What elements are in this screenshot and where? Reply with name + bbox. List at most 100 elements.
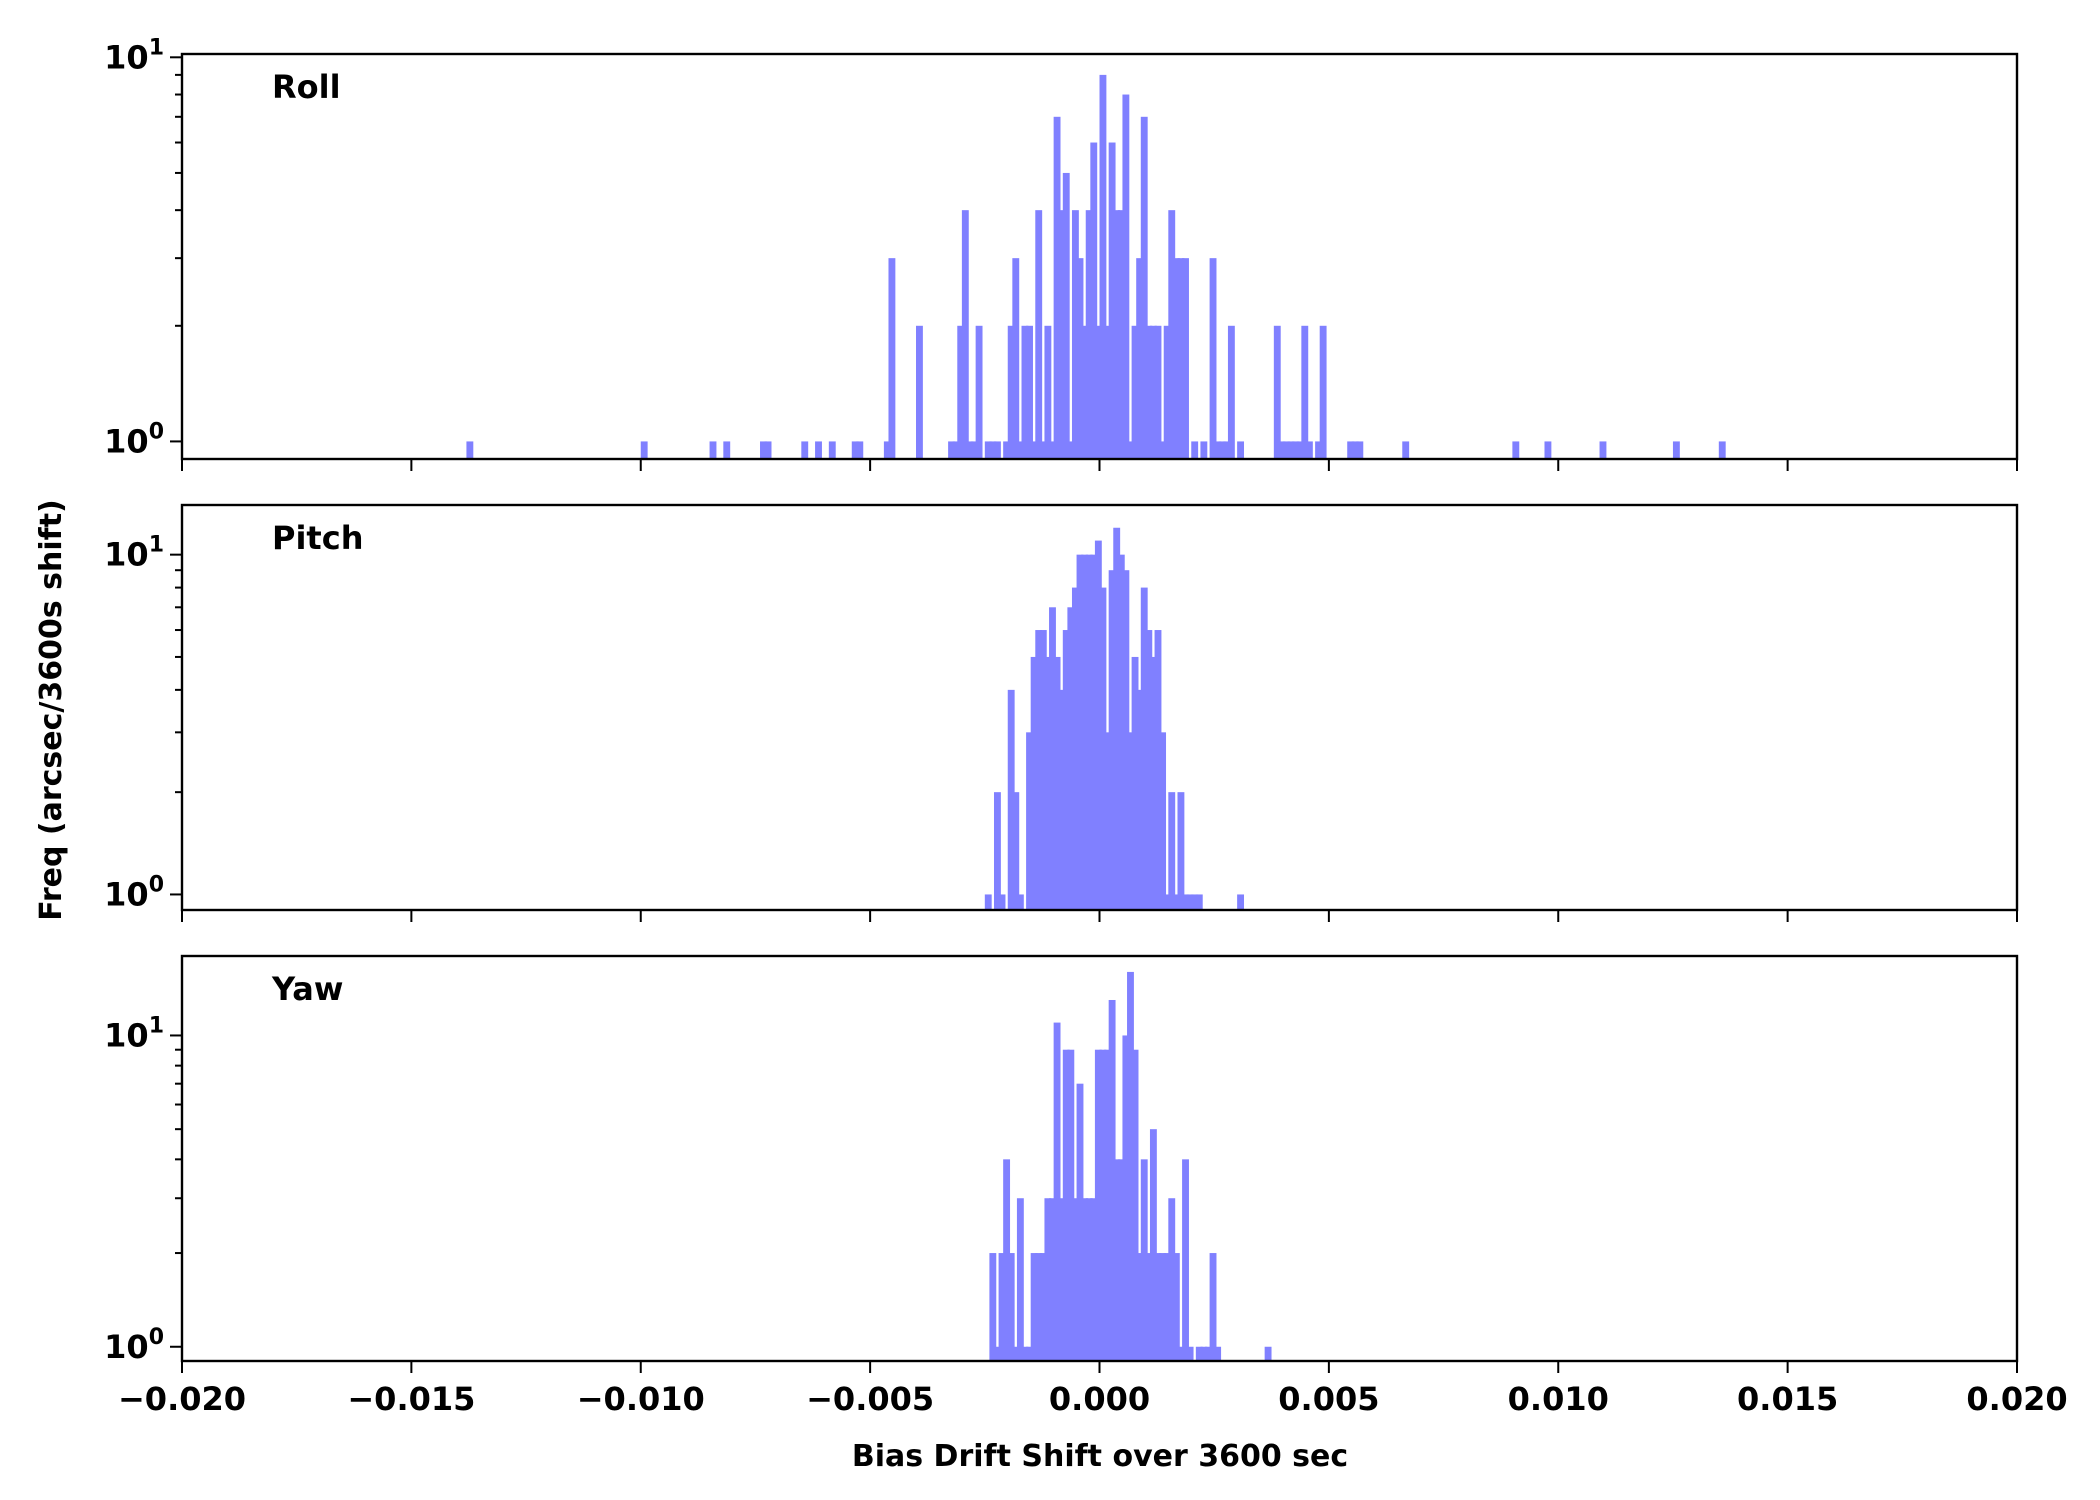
bar-pitch-3	[1007, 689, 1015, 910]
bar-pitch-42	[1191, 894, 1199, 910]
bar-pitch-36	[1163, 894, 1171, 910]
bar-roll-11	[883, 441, 891, 459]
x-tick-label-5: 0.005	[1278, 1380, 1379, 1418]
y-axis-label: Freq (arcsec/3600s shift)	[34, 499, 69, 921]
bar-roll-67	[1214, 441, 1222, 459]
bar-yaw-17	[1067, 1049, 1075, 1361]
bar-roll-50	[1122, 94, 1130, 459]
bar-roll-45	[1099, 74, 1107, 459]
bar-roll-72	[1273, 325, 1281, 459]
bar-roll-38	[1067, 441, 1075, 459]
bar-yaw-44	[1195, 1346, 1203, 1361]
bar-roll-0	[466, 441, 474, 459]
bar-roll-34	[1049, 441, 1056, 459]
bar-pitch-9	[1039, 630, 1047, 910]
bar-roll-48	[1113, 210, 1121, 459]
bar-yaw-25	[1104, 1049, 1111, 1361]
bar-roll-70	[1227, 325, 1235, 459]
bar-pitch-0	[984, 894, 992, 910]
bar-roll-28	[1021, 325, 1029, 459]
bar-pitch-5	[1016, 894, 1024, 910]
bar-yaw-9	[1030, 1253, 1038, 1361]
bar-roll-62	[1177, 258, 1185, 459]
bar-yaw-36	[1154, 1253, 1162, 1361]
bar-roll-41	[1081, 325, 1089, 459]
bar-pitch-29	[1131, 656, 1139, 910]
bar-yaw-34	[1145, 1253, 1153, 1361]
bar-yaw-28	[1117, 1159, 1125, 1361]
bar-roll-43	[1090, 142, 1098, 459]
bar-roll-86	[1512, 441, 1520, 459]
y-tick-label-roll-0: 100	[104, 419, 164, 460]
bar-roll-19	[971, 441, 978, 459]
bar-roll-79	[1305, 441, 1313, 459]
bar-pitch-22	[1099, 587, 1107, 910]
bar-pitch-27	[1122, 570, 1130, 910]
bar-yaw-1	[993, 1346, 1001, 1361]
bar-roll-14	[948, 441, 955, 459]
bar-pitch-28	[1127, 732, 1134, 910]
bar-roll-84	[1356, 441, 1364, 459]
bar-roll-55	[1145, 325, 1153, 459]
bar-roll-6	[801, 441, 809, 459]
bar-pitch-34	[1154, 630, 1162, 910]
bar-yaw-22	[1090, 1198, 1098, 1361]
bar-yaw-42	[1182, 1159, 1189, 1361]
bar-yaw-43	[1186, 1346, 1194, 1361]
bar-pitch-4	[1012, 792, 1020, 910]
bar-yaw-21	[1085, 1198, 1093, 1361]
bar-roll-27	[1016, 441, 1024, 459]
bar-roll-15	[952, 441, 960, 459]
bar-yaw-18	[1071, 1198, 1079, 1361]
bar-roll-52	[1131, 325, 1139, 459]
bar-pitch-17	[1076, 554, 1084, 910]
bar-yaw-45	[1200, 1346, 1208, 1361]
bar-pitch-43	[1195, 894, 1203, 910]
bar-roll-30	[1030, 441, 1038, 459]
bar-roll-83	[1351, 441, 1359, 459]
bar-roll-73	[1278, 441, 1286, 459]
bar-roll-23	[993, 441, 1001, 459]
bar-pitch-25	[1113, 527, 1121, 910]
x-axis-label: Bias Drift Shift over 3600 sec	[852, 1439, 1348, 1474]
bar-pitch-33	[1149, 656, 1157, 910]
bar-roll-36	[1058, 210, 1066, 459]
bar-pitch-19	[1085, 554, 1093, 910]
panel-label-yaw: Yaw	[271, 970, 343, 1008]
bar-yaw-2	[998, 1253, 1006, 1361]
x-tick-label-4: 0.000	[1049, 1380, 1150, 1418]
bar-yaw-12	[1044, 1198, 1052, 1361]
bar-pitch-26	[1117, 554, 1125, 910]
bar-roll-61	[1172, 258, 1180, 459]
bar-pitch-11	[1049, 607, 1056, 910]
bar-pitch-44	[1237, 894, 1245, 910]
bar-roll-4	[760, 441, 767, 459]
bar-pitch-14	[1062, 630, 1070, 910]
bar-yaw-33	[1140, 1159, 1148, 1361]
bar-roll-39	[1071, 210, 1079, 459]
bar-roll-57	[1154, 325, 1162, 459]
bar-roll-88	[1599, 441, 1607, 459]
bar-yaw-10	[1035, 1253, 1043, 1361]
bar-yaw-14	[1053, 1022, 1061, 1361]
bar-yaw-35	[1149, 1129, 1157, 1361]
panel-pitch: 100 101 Pitch	[104, 503, 2019, 922]
bar-pitch-38	[1172, 894, 1180, 910]
bar-roll-90	[1718, 441, 1726, 459]
bar-pitch-32	[1145, 630, 1153, 910]
bar-roll-44	[1094, 325, 1102, 459]
bar-yaw-24	[1099, 1049, 1107, 1361]
bar-yaw-7	[1021, 1346, 1029, 1361]
bar-yaw-47	[1209, 1253, 1217, 1361]
bar-pitch-1	[993, 792, 1001, 910]
bar-pitch-2	[998, 894, 1006, 910]
bar-roll-17	[961, 210, 969, 459]
bar-pitch-13	[1058, 689, 1066, 910]
bar-roll-82	[1347, 441, 1355, 459]
bar-yaw-40	[1172, 1253, 1180, 1361]
bar-roll-63	[1182, 258, 1189, 459]
bar-yaw-27	[1113, 1159, 1121, 1361]
bar-yaw-20	[1081, 1198, 1089, 1361]
bar-roll-58	[1159, 441, 1167, 459]
